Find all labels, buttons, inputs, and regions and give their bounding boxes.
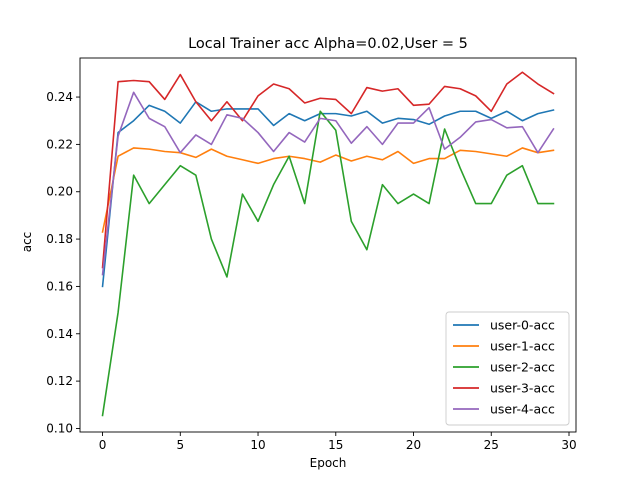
x-tick-label: 10 — [250, 438, 265, 452]
series-line-user-1-acc — [101, 147, 555, 233]
y-axis-label: acc — [20, 232, 34, 253]
x-tick-label: 15 — [328, 438, 343, 452]
y-tick-label: 0.16 — [46, 279, 73, 293]
x-tick-label: 30 — [561, 438, 576, 452]
x-tick-label: 5 — [176, 438, 184, 452]
x-axis-label: Epoch — [310, 456, 347, 470]
legend-label: user-4-acc — [490, 402, 555, 417]
axes-frame — [79, 57, 577, 433]
series-line-user-2-acc — [101, 110, 555, 417]
legend-box — [445, 311, 570, 426]
y-tick-label: 0.22 — [46, 137, 73, 151]
series-line-user-0-acc — [101, 100, 555, 288]
chart-title: Local Trainer acc Alpha=0.02,User = 5 — [188, 36, 468, 52]
x-tick-label: 0 — [99, 438, 107, 452]
series-line-user-4-acc — [101, 91, 555, 276]
legend-label: user-1-acc — [490, 339, 555, 354]
legend: user-0-acc user-1-acc user-2-acc user-3-acc… — [445, 311, 570, 426]
legend-label: user-0-acc — [490, 318, 555, 333]
legend-label: user-2-acc — [490, 360, 555, 375]
y-tick-label: 0.24 — [46, 90, 73, 104]
y-tick-label: 0.10 — [46, 421, 73, 435]
x-tick-label: 20 — [406, 438, 421, 452]
y-tick-label: 0.20 — [46, 185, 73, 199]
legend-label: user-3-acc — [490, 381, 555, 396]
y-tick-label: 0.14 — [46, 327, 73, 341]
y-tick-label: 0.12 — [46, 374, 73, 388]
y-tick-label: 0.18 — [46, 232, 73, 246]
plot-area: 0 5 10 15 20 25 30 0.10 0.12 0.14 0.16 0.18 0.20 0.22… — [46, 57, 577, 452]
x-tick-label: 25 — [484, 438, 499, 452]
series-line-user-3-acc — [101, 71, 555, 269]
